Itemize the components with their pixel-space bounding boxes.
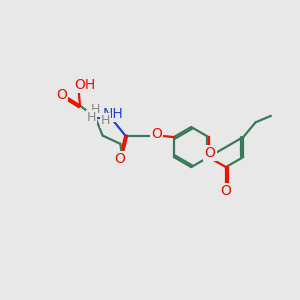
Text: H: H <box>91 103 101 116</box>
Text: O: O <box>151 127 162 141</box>
Text: OH: OH <box>74 78 96 92</box>
Text: O: O <box>114 152 125 166</box>
Text: NH: NH <box>103 107 123 121</box>
Text: O: O <box>205 146 215 160</box>
Text: O: O <box>56 88 67 102</box>
Text: H: H <box>101 114 110 127</box>
Text: O: O <box>220 184 231 198</box>
Text: H: H <box>87 111 96 124</box>
